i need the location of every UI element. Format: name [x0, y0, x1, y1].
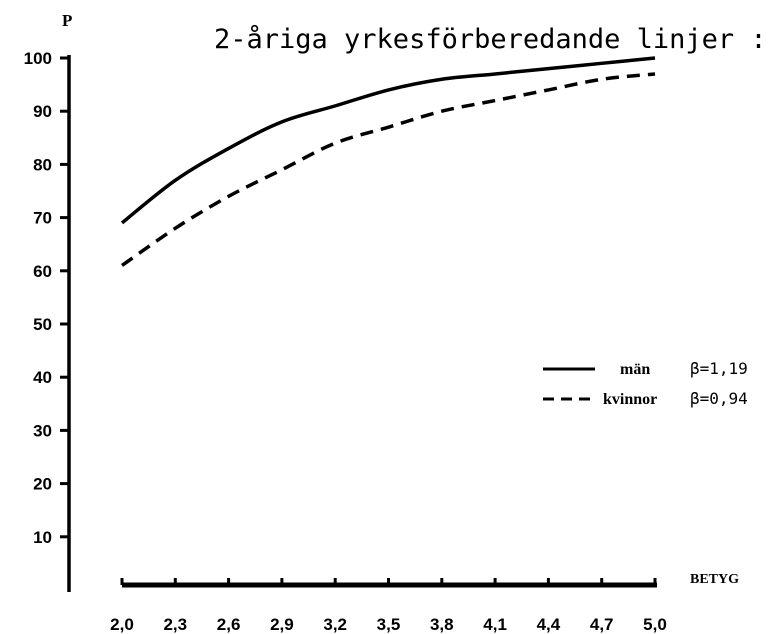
legend-label: män [620, 361, 650, 378]
x-tick-label: 2,6 [217, 615, 241, 634]
x-ticks: 2,0 2,3 2,6 2,9 3,2 3,5 3,8 4,1 4,4 4,7 5,0 [110, 578, 667, 634]
x-tick-label: 3,2 [323, 615, 347, 634]
y-axis-label: P [62, 11, 72, 30]
x-tick-label: 3,8 [430, 615, 454, 634]
series-lines [120, 56, 656, 267]
y-tick-label: 90 [33, 102, 52, 121]
y-tick-label: 70 [33, 209, 52, 228]
x-tick-label: 4,4 [537, 615, 561, 634]
x-tick-label: 5,0 [643, 615, 667, 634]
x-tick-label: 3,5 [377, 615, 401, 634]
y-tick-label: 20 [33, 475, 52, 494]
x-axis-label: BETYG [690, 572, 739, 587]
y-tick-label: 10 [33, 528, 52, 547]
y-tick-label: 40 [33, 368, 52, 387]
legend-beta-label: β=0,94 [690, 389, 748, 408]
x-tick-label: 2,9 [270, 615, 294, 634]
legend-label: kvinnor [603, 391, 657, 408]
x-tick-label: 4,7 [590, 615, 614, 634]
y-ticks: 10 20 30 40 50 60 70 80 90 100 [24, 49, 69, 547]
x-tick-label: 2,0 [110, 615, 134, 634]
x-tick-label: 2,3 [163, 615, 187, 634]
series-line-kvinnor [120, 72, 656, 267]
legend-beta-label: β=1,19 [690, 359, 748, 378]
y-tick-label: 80 [33, 155, 52, 174]
y-tick-label: 30 [33, 421, 52, 440]
y-tick-label: 100 [24, 49, 52, 68]
legend: män β=1,19 kvinnor β=0,94 [543, 359, 748, 408]
y-tick-label: 50 [33, 315, 52, 334]
y-tick-label: 60 [33, 262, 52, 281]
x-tick-label: 4,1 [483, 615, 507, 634]
series-line-man [120, 56, 656, 225]
chart-title: 2-åriga yrkesförberedande linjer : [214, 24, 767, 55]
